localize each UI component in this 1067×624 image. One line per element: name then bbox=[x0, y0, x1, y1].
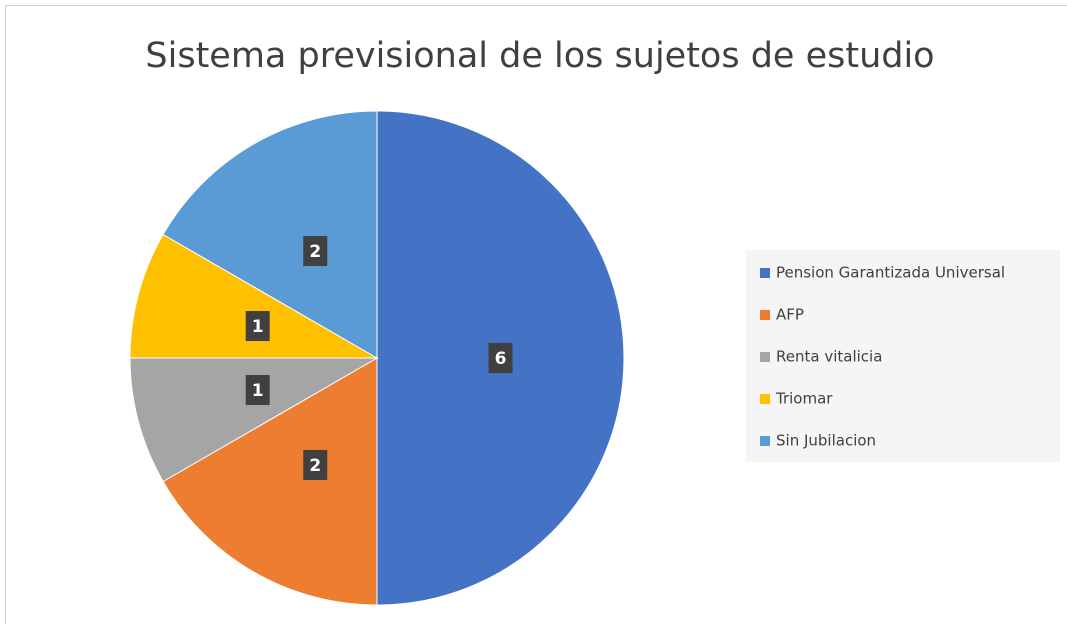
pie-slice bbox=[129, 357, 379, 483]
data-label-box bbox=[303, 236, 328, 267]
legend-swatch bbox=[760, 394, 770, 404]
data-label: 1 bbox=[252, 381, 264, 401]
data-label-box bbox=[245, 374, 270, 405]
legend-box bbox=[746, 250, 1060, 462]
pie-slice bbox=[162, 357, 378, 606]
data-label-box bbox=[245, 311, 270, 342]
data-label: 6 bbox=[495, 349, 507, 369]
data-label-box bbox=[488, 343, 513, 373]
data-label: 2 bbox=[309, 456, 321, 476]
legend-swatch bbox=[760, 268, 770, 278]
data-label: 1 bbox=[252, 317, 264, 337]
data-label: 2 bbox=[309, 242, 321, 262]
legend-label: Pension Garantizada Universal bbox=[776, 264, 1005, 282]
pie-slice bbox=[129, 233, 379, 359]
legend-label: Triomar bbox=[775, 390, 833, 408]
legend-label: Renta vitalicia bbox=[776, 348, 882, 366]
legend-swatch bbox=[760, 436, 770, 446]
legend-swatch bbox=[760, 352, 770, 362]
pie-slice bbox=[162, 110, 378, 359]
data-label-box bbox=[303, 449, 328, 480]
legend-label: AFP bbox=[776, 306, 804, 324]
legend-swatch bbox=[760, 310, 770, 320]
legend-label: Sin Jubilacion bbox=[776, 432, 876, 450]
chart-title: Sistema previsional de los sujetos de es… bbox=[145, 36, 934, 76]
